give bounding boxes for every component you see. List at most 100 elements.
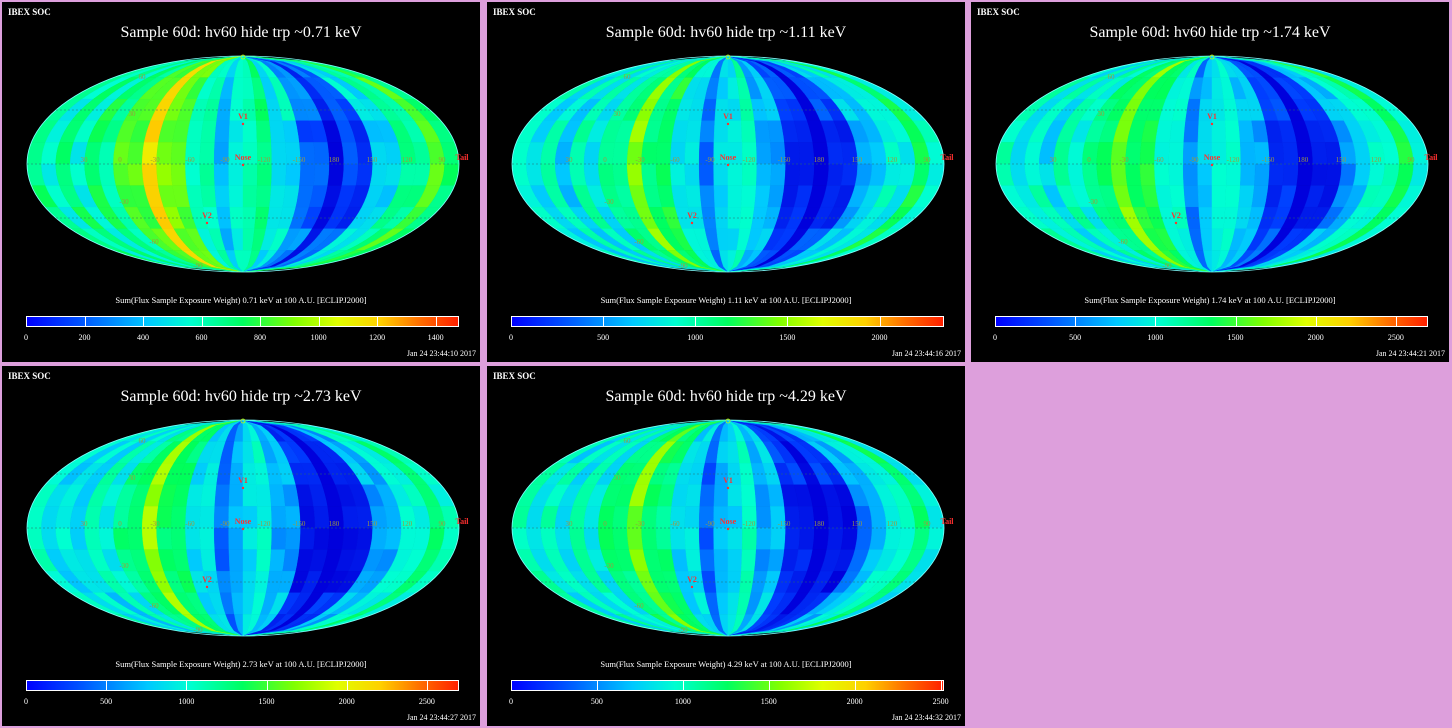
longitude-label: 30 xyxy=(566,156,574,164)
colorbar-tick-label: 1500 xyxy=(258,697,275,706)
latitude-label: -90 xyxy=(193,262,203,270)
colorbar-tick-label: 1000 xyxy=(310,333,327,342)
colorbar-tick xyxy=(143,317,145,326)
corner-label: IBEX SOC xyxy=(8,7,51,17)
longitude-label: 120 xyxy=(1371,156,1382,164)
longitude-label: -90 xyxy=(220,520,230,528)
longitude-label: -30 xyxy=(150,156,160,164)
latitude-label: -30 xyxy=(119,562,129,570)
longitude-label: -90 xyxy=(1189,156,1199,164)
marker-label-v2: V2 xyxy=(202,211,212,220)
longitude-label: -150 xyxy=(293,156,306,164)
corner-label: IBEX SOC xyxy=(493,7,536,17)
colorbar-caption: Sum(Flux Sample Exposure Weight) 1.11 ke… xyxy=(600,295,852,305)
colorbar-tick-label: 1000 xyxy=(178,697,195,706)
latitude-label: -60 xyxy=(634,238,644,246)
colorbar-tick xyxy=(1395,317,1397,326)
colorbar-tick-label: 0 xyxy=(24,697,28,706)
colorbar-tick-label: 2500 xyxy=(1387,333,1404,342)
longitude-label: 90 xyxy=(924,520,932,528)
latitude-label: 30 xyxy=(129,474,137,482)
colorbar-tick xyxy=(603,317,605,326)
colorbar-tick xyxy=(854,681,856,690)
longitude-label: 0 xyxy=(603,520,607,528)
marker-label-v2: V2 xyxy=(1171,211,1181,220)
latitude-label: -60 xyxy=(149,602,159,610)
longitude-label: 180 xyxy=(814,520,825,528)
colorbar xyxy=(26,316,459,327)
colorbar-tick-label: 200 xyxy=(78,333,91,342)
marker-label-v1: V1 xyxy=(723,476,733,485)
longitude-label: -90 xyxy=(220,156,230,164)
longitude-label: 150 xyxy=(367,520,378,528)
timestamp: Jan 24 23:44:27 2017 xyxy=(406,713,476,722)
panel-title: Sample 60d: hv60 hide trp ~1.11 keV xyxy=(605,24,847,41)
colorbar xyxy=(995,316,1428,327)
colorbar-tick xyxy=(346,681,348,690)
colorbar-tick xyxy=(1235,317,1237,326)
colorbar-tick-label: 1000 xyxy=(674,697,691,706)
colorbar-tick-label: 0 xyxy=(24,333,28,342)
latitude-label: 30 xyxy=(1098,110,1106,118)
colorbar xyxy=(511,680,944,691)
colorbar-tick xyxy=(768,681,770,690)
longitude-label: 90 xyxy=(439,520,447,528)
longitude-label: 180 xyxy=(329,156,340,164)
colorbar-tick-label: 1000 xyxy=(687,333,704,342)
latitude-label: 30 xyxy=(129,110,137,118)
marker-label-tail: Tail xyxy=(940,517,954,526)
longitude-label: -120 xyxy=(258,156,271,164)
marker-label-v2: V2 xyxy=(687,575,697,584)
colorbar-tick xyxy=(201,317,203,326)
colorbar-tick xyxy=(106,681,108,690)
colorbar-tick-label: 1200 xyxy=(369,333,386,342)
longitude-label: -90 xyxy=(705,520,715,528)
marker-label-tail: Tail xyxy=(455,517,469,526)
longitude-label: -60 xyxy=(1154,156,1164,164)
longitude-label: -120 xyxy=(743,520,756,528)
timestamp: Jan 24 23:44:32 2017 xyxy=(891,713,961,722)
colorbar-tick xyxy=(940,681,942,690)
longitude-label: 0 xyxy=(603,156,607,164)
longitude-label: 30 xyxy=(81,156,89,164)
marker-label-nose: Nose xyxy=(720,153,737,162)
colorbar-tick xyxy=(695,317,697,326)
latitude-label: 60 xyxy=(624,437,632,445)
mollweide-map: 30 0 -30 -60 -90 -120 -150 180 150 120 90 60 30 -30 -6… xyxy=(26,418,469,637)
longitude-label: 150 xyxy=(852,520,863,528)
longitude-label: 0 xyxy=(1087,156,1091,164)
mollweide-map: 30 0 -30 -60 -90 -120 -150 180 150 120 90 60 30 -30 -6… xyxy=(26,54,469,273)
latitude-label: -60 xyxy=(634,602,644,610)
colorbar-tick-label: 500 xyxy=(100,697,113,706)
colorbar-tick xyxy=(84,317,86,326)
longitude-label: 90 xyxy=(439,156,447,164)
marker-label-tail: Tail xyxy=(1424,153,1438,162)
longitude-label: -150 xyxy=(1262,156,1275,164)
corner-label: IBEX SOC xyxy=(977,7,1020,17)
colorbar-tick-label: 2500 xyxy=(418,697,435,706)
colorbar-caption: Sum(Flux Sample Exposure Weight) 2.73 ke… xyxy=(115,659,367,669)
longitude-label: 90 xyxy=(924,156,932,164)
colorbar xyxy=(26,680,459,691)
marker-label-v1: V1 xyxy=(238,112,248,121)
timestamp: Jan 24 23:44:16 2017 xyxy=(891,349,961,358)
colorbar-tick xyxy=(995,317,996,326)
latitude-label: -60 xyxy=(1118,238,1128,246)
colorbar-tick-label: 1400 xyxy=(427,333,444,342)
marker-label-nose: Nose xyxy=(1204,153,1221,162)
latitude-label: -60 xyxy=(149,238,159,246)
colorbar-tick-label: 2000 xyxy=(1307,333,1324,342)
marker-label-v1: V1 xyxy=(238,476,248,485)
colorbar-tick xyxy=(26,317,27,326)
colorbar-tick xyxy=(435,317,437,326)
colorbar-tick-label: 2500 xyxy=(932,697,949,706)
colorbar-tick-label: 1000 xyxy=(1147,333,1164,342)
longitude-label: 150 xyxy=(852,156,863,164)
colorbar-tick xyxy=(1155,317,1157,326)
colorbar-tick xyxy=(377,317,379,326)
longitude-label: 0 xyxy=(118,520,122,528)
latitude-label: 60 xyxy=(139,437,147,445)
longitude-label: -90 xyxy=(705,156,715,164)
longitude-label: -120 xyxy=(258,520,271,528)
longitude-label: 150 xyxy=(1336,156,1347,164)
